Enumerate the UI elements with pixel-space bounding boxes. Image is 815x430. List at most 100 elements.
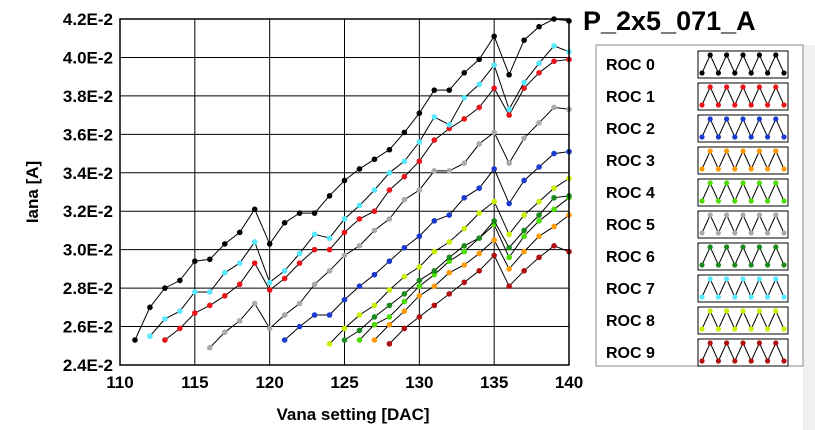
data-point bbox=[506, 160, 512, 166]
legend-swatch-marker bbox=[773, 308, 779, 314]
legend-swatch-marker bbox=[724, 308, 730, 314]
x-tick-labels: 110 115 120 125 130 135 140 bbox=[106, 373, 583, 392]
data-point bbox=[386, 216, 393, 222]
legend-swatch-marker bbox=[724, 116, 730, 122]
data-point bbox=[371, 187, 378, 193]
data-point bbox=[341, 296, 348, 303]
data-point bbox=[221, 241, 228, 247]
data-point bbox=[446, 168, 453, 174]
data-point bbox=[536, 212, 542, 218]
series-6 bbox=[341, 193, 572, 343]
legend-swatch-marker bbox=[724, 276, 730, 282]
x-axis-label: Vana setting [DAC] bbox=[276, 405, 429, 424]
data-point bbox=[416, 264, 423, 270]
data-point bbox=[162, 337, 168, 343]
x-tick-label: 125 bbox=[330, 373, 358, 392]
data-point bbox=[461, 279, 468, 286]
y-tick-label: 4.2E-2 bbox=[63, 10, 113, 29]
legend-swatch-marker bbox=[748, 70, 754, 76]
legend-swatch-marker bbox=[748, 358, 754, 364]
data-point bbox=[446, 212, 453, 218]
legend-swatch-marker bbox=[715, 294, 722, 300]
legend-swatch-marker bbox=[756, 212, 763, 218]
legend-swatch-marker bbox=[781, 358, 787, 364]
data-point bbox=[476, 81, 483, 88]
legend-item: ROC 5 bbox=[606, 210, 789, 239]
legend-swatch-marker bbox=[748, 198, 754, 204]
series-3 bbox=[371, 212, 572, 343]
data-point bbox=[461, 225, 468, 232]
data-point bbox=[491, 252, 497, 259]
data-point bbox=[236, 281, 243, 288]
data-point bbox=[371, 271, 378, 278]
legend-swatch-marker bbox=[732, 294, 738, 300]
series-line bbox=[374, 214, 570, 341]
legend-swatch-marker bbox=[699, 326, 705, 332]
data-point bbox=[401, 298, 408, 305]
legend-swatch-marker bbox=[707, 180, 713, 186]
data-point bbox=[491, 237, 497, 243]
data-point bbox=[311, 210, 318, 216]
data-point bbox=[281, 312, 288, 318]
legend-swatch-marker bbox=[740, 212, 746, 218]
legend-swatch-marker bbox=[773, 84, 779, 90]
data-point bbox=[326, 341, 333, 347]
data-point bbox=[536, 70, 542, 76]
data-point bbox=[296, 323, 303, 330]
legend-swatch-marker bbox=[740, 340, 746, 346]
legend-swatch-marker bbox=[715, 166, 722, 172]
series-layer bbox=[132, 16, 572, 351]
data-point bbox=[386, 341, 393, 347]
legend-swatch-marker bbox=[715, 230, 722, 236]
legend-swatch-marker bbox=[765, 166, 771, 172]
data-point bbox=[506, 106, 512, 113]
series-4 bbox=[356, 194, 572, 343]
data-point bbox=[386, 169, 393, 176]
data-point bbox=[296, 260, 303, 266]
legend-swatch-marker bbox=[740, 52, 746, 58]
data-point bbox=[371, 156, 378, 163]
legend-swatch-marker bbox=[732, 230, 738, 236]
x-tick-label: 140 bbox=[555, 373, 583, 392]
data-point bbox=[446, 87, 453, 93]
legend-label: ROC 9 bbox=[606, 345, 655, 362]
legend-item: ROC 3 bbox=[606, 146, 789, 175]
legend-swatch-marker bbox=[732, 262, 738, 268]
data-point bbox=[521, 248, 527, 255]
legend-swatch-marker bbox=[724, 84, 730, 90]
y-tick-label: 3.4E-2 bbox=[63, 164, 113, 183]
data-point bbox=[386, 187, 393, 193]
legend-label: ROC 5 bbox=[606, 217, 655, 234]
data-point bbox=[506, 254, 512, 261]
data-point bbox=[311, 281, 318, 288]
legend-swatch-marker bbox=[732, 166, 738, 172]
legend-swatch-marker bbox=[724, 244, 730, 250]
legend-swatch-marker bbox=[699, 294, 705, 300]
x-tick-label: 130 bbox=[405, 373, 433, 392]
data-point bbox=[371, 337, 378, 343]
y-tick-label: 3.8E-2 bbox=[63, 87, 113, 106]
data-point bbox=[551, 223, 557, 230]
legend-swatch-marker bbox=[765, 230, 771, 236]
data-point bbox=[356, 283, 363, 289]
data-point bbox=[281, 268, 288, 274]
data-point bbox=[431, 302, 438, 309]
data-point bbox=[266, 325, 273, 332]
legend: ROC 0 ROC 1 ROC 2 ROC 3 ROC 4 ROC 5 ROC 6 ROC 7… bbox=[606, 50, 789, 367]
legend-label: ROC 3 bbox=[606, 153, 655, 170]
legend-swatch-marker bbox=[748, 166, 754, 172]
data-point bbox=[446, 121, 453, 128]
y-tick-labels: 2.4E-2 2.6E-2 2.8E-2 3.0E-2 3.2E-2 3.4E-2 3.6E… bbox=[63, 10, 113, 375]
data-point bbox=[251, 260, 258, 266]
data-point bbox=[461, 243, 468, 249]
legend-label: ROC 0 bbox=[606, 57, 655, 74]
legend-label: ROC 2 bbox=[606, 121, 655, 138]
data-point bbox=[341, 325, 348, 332]
legend-swatch-marker bbox=[699, 102, 705, 108]
legend-swatch-marker bbox=[756, 340, 763, 346]
legend-swatch-marker bbox=[707, 52, 713, 58]
data-point bbox=[551, 150, 557, 157]
data-point bbox=[476, 56, 483, 63]
legend-swatch-marker bbox=[765, 70, 771, 76]
data-point bbox=[221, 269, 228, 276]
